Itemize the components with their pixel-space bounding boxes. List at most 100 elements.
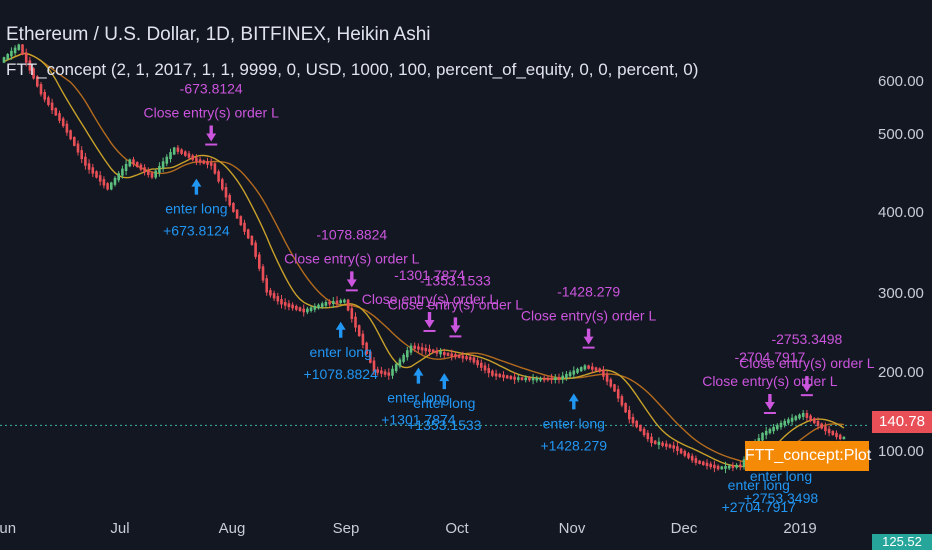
- exit-label: Close entry(s) order L: [521, 308, 657, 324]
- candle-body: [65, 123, 69, 133]
- candle-body: [809, 415, 812, 421]
- candle-body: [36, 76, 39, 87]
- candle-body: [472, 357, 476, 363]
- candle-body: [43, 92, 46, 100]
- candle-body: [265, 278, 268, 293]
- exit-arrow: [346, 271, 357, 288]
- candle-body: [354, 316, 357, 328]
- candle-body: [61, 118, 65, 127]
- candle-body: [361, 333, 365, 346]
- candle-body: [790, 417, 794, 422]
- time-tick: Nov: [558, 520, 586, 537]
- candle-body: [87, 163, 91, 170]
- candle-body: [709, 463, 712, 468]
- candle-body: [720, 466, 724, 470]
- candle-body: [783, 420, 786, 426]
- candle-body: [224, 187, 228, 198]
- candle-body: [735, 464, 738, 468]
- candle-body: [443, 351, 446, 356]
- candle-body: [554, 377, 557, 380]
- candle-body: [424, 347, 428, 352]
- candle-body: [705, 462, 709, 467]
- candle-body: [687, 453, 690, 459]
- candle-body: [831, 430, 835, 436]
- entry-label: enter long: [387, 390, 449, 406]
- candle-body: [132, 159, 135, 165]
- candle-body: [505, 375, 509, 379]
- candle-body: [420, 347, 424, 351]
- candle-body: [76, 143, 80, 153]
- entry-arrow: [191, 178, 202, 195]
- candle-body: [372, 360, 376, 372]
- candle-body: [798, 414, 801, 419]
- candle-body: [302, 308, 305, 313]
- candle-body: [494, 373, 498, 377]
- chart-title: Ethereum / U.S. Dollar, 1D, BITFINEX, He…: [6, 24, 431, 45]
- candle-body: [102, 179, 106, 186]
- entry-label: enter long: [165, 201, 227, 217]
- time-tick: 2019: [783, 520, 817, 537]
- candle-body: [724, 466, 727, 469]
- candle-body: [772, 426, 775, 432]
- price-tick: 600.00: [878, 73, 924, 90]
- candle-body: [550, 377, 553, 381]
- candle-body: [498, 374, 502, 378]
- candle-body: [702, 461, 705, 466]
- price-tick: 400.00: [878, 204, 924, 221]
- candle-body: [457, 354, 461, 358]
- candle-body: [668, 444, 672, 448]
- candle-body: [69, 130, 72, 140]
- entry-value: +1428.279: [541, 437, 608, 453]
- exit-value: -2704.7917: [734, 349, 805, 365]
- candle-body: [6, 53, 9, 60]
- candle-body: [835, 432, 838, 438]
- candle-body: [350, 308, 354, 320]
- last-price-badge: 140.78: [872, 411, 932, 433]
- candle-body: [465, 356, 468, 360]
- candle-body: [213, 163, 217, 174]
- candle-body: [801, 412, 805, 417]
- candle-body: [139, 164, 143, 170]
- candle-body: [779, 422, 783, 428]
- candle-body: [646, 432, 650, 440]
- price-tick: 200.00: [878, 364, 924, 381]
- candle-body: [679, 448, 683, 454]
- candle-body: [461, 355, 465, 359]
- candle-body: [476, 360, 479, 366]
- entry-label: enter long: [413, 395, 475, 411]
- candle-body: [376, 369, 379, 373]
- indicator-legend[interactable]: FTT_concept (2, 1, 2017, 1, 1, 9999, 0, …: [6, 60, 699, 79]
- candle-body: [357, 325, 361, 337]
- entry-label: enter long: [750, 468, 812, 484]
- candle-body: [47, 97, 50, 105]
- candle-body: [483, 365, 487, 371]
- candle-body: [676, 446, 679, 452]
- candle-body: [413, 345, 416, 349]
- candle-body: [365, 342, 368, 354]
- candle-body: [191, 155, 194, 160]
- candle-body: [128, 159, 132, 167]
- price-axis[interactable]: 600.00 500.00 400.00 300.00 200.00 100.0…: [870, 0, 932, 550]
- entry-arrow: [439, 373, 450, 390]
- exit-value: -1428.279: [557, 284, 620, 300]
- candle-body: [28, 60, 32, 71]
- candle-body: [524, 377, 527, 381]
- candle-body: [727, 465, 731, 469]
- candle-body: [246, 229, 250, 239]
- candle-body: [98, 175, 102, 182]
- candle-body: [409, 345, 413, 353]
- candle-body: [258, 254, 261, 269]
- exit-arrow: [764, 393, 775, 410]
- candle-body: [620, 396, 624, 406]
- candle-body: [576, 368, 579, 373]
- exit-label: Close entry(s) order L: [284, 250, 420, 266]
- candle-body: [147, 169, 150, 175]
- candle-body: [50, 102, 54, 111]
- candle-body: [439, 351, 442, 355]
- candle-body: [150, 172, 154, 178]
- candle-body: [824, 426, 827, 432]
- candle-body: [306, 308, 309, 313]
- candle-body: [13, 47, 17, 54]
- candle-body: [313, 305, 317, 310]
